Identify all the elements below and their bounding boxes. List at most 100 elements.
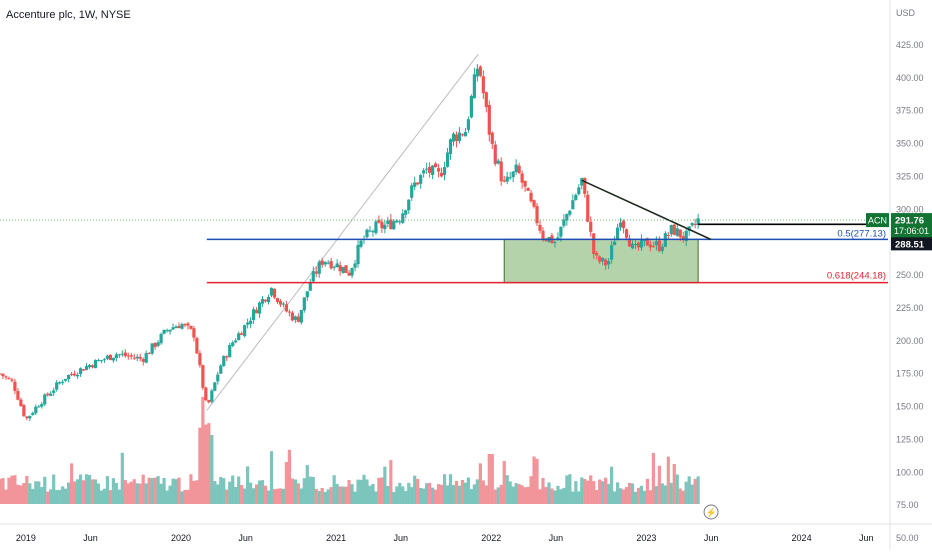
volume-bar xyxy=(314,488,318,504)
volume-bar xyxy=(454,480,459,504)
candle-body xyxy=(111,357,115,361)
volume-bar xyxy=(577,491,581,504)
volume-bar xyxy=(598,479,602,504)
y-tick-label: 300.00 xyxy=(896,204,924,214)
volume-bar xyxy=(269,451,274,504)
volume-bar xyxy=(311,476,315,504)
volume-bar xyxy=(574,481,578,504)
candle-body xyxy=(690,223,694,226)
candle-body xyxy=(254,309,259,314)
volume-bar xyxy=(368,485,372,504)
candle-body xyxy=(678,229,682,238)
candle-body xyxy=(466,119,471,130)
x-tick-label: Jun xyxy=(238,533,253,543)
level-label: 288.51 xyxy=(895,239,925,250)
volume-bar xyxy=(120,452,124,504)
candle-body xyxy=(624,229,629,238)
candle-body xyxy=(538,224,542,231)
volume-bar xyxy=(64,488,68,504)
candle-body xyxy=(102,359,107,361)
volume-bar xyxy=(192,480,196,504)
candle-body xyxy=(535,206,539,224)
candle-body xyxy=(296,316,300,322)
candle-body xyxy=(192,328,196,338)
volume-bar xyxy=(541,477,545,504)
candle-body xyxy=(627,238,632,247)
candle-body xyxy=(37,406,41,408)
candle-body xyxy=(105,355,110,359)
candle-body xyxy=(442,167,447,175)
volume-bar xyxy=(538,489,542,504)
candle-body xyxy=(642,239,647,242)
volume-bar xyxy=(70,463,74,504)
volume-bar xyxy=(496,487,500,504)
candle-body xyxy=(457,132,462,142)
candle-body xyxy=(439,172,444,177)
candle-body xyxy=(598,256,602,262)
volume-bar xyxy=(207,423,211,504)
volume-bar xyxy=(37,481,41,504)
candle-body xyxy=(571,200,575,210)
volume-bar xyxy=(117,489,121,504)
y-tick-label: 225.00 xyxy=(896,303,924,313)
candle-body xyxy=(469,96,473,118)
candle-body xyxy=(526,187,530,191)
descending-trendline xyxy=(581,179,712,241)
volume-bar xyxy=(589,475,593,504)
candle-body xyxy=(451,133,456,142)
volume-bar xyxy=(669,482,673,504)
candle-body xyxy=(46,393,50,396)
candle-body xyxy=(636,242,641,248)
candle-body xyxy=(645,238,650,246)
candle-body xyxy=(463,132,468,137)
volume-bar xyxy=(299,488,303,504)
volume-bar xyxy=(213,481,217,504)
volume-bar xyxy=(681,490,685,504)
volume-bar xyxy=(651,453,655,504)
x-tick-label: Jun xyxy=(704,533,719,543)
y-tick-label: 400.00 xyxy=(896,73,924,83)
volume-bar xyxy=(636,487,641,504)
candle-body xyxy=(320,260,324,265)
volume-bar xyxy=(129,481,133,504)
candle-body xyxy=(404,210,408,215)
countdown-label: 17:06:01 xyxy=(894,226,929,236)
volume-bar xyxy=(174,479,178,504)
candle-body xyxy=(329,261,333,269)
volume-bar xyxy=(153,477,157,504)
volume-bar xyxy=(416,478,420,504)
volume-bar xyxy=(433,489,438,504)
candle-body xyxy=(269,287,274,296)
y-tick-label: 350.00 xyxy=(896,139,924,149)
candle-body xyxy=(10,379,14,381)
candle-body xyxy=(401,213,405,223)
y-tick-label: 250.00 xyxy=(896,270,924,280)
volume-bar xyxy=(219,477,223,504)
candle-body xyxy=(240,333,244,336)
candle-body xyxy=(481,76,485,94)
candle-body xyxy=(13,381,17,391)
volume-bar xyxy=(228,481,232,504)
candle-body xyxy=(49,393,53,396)
candle-body xyxy=(129,355,133,357)
candle-body xyxy=(81,369,86,371)
candle-body xyxy=(168,329,172,332)
volume-bar xyxy=(565,475,569,504)
candle-body xyxy=(589,221,593,232)
candle-body xyxy=(386,220,390,224)
volume-bar xyxy=(326,489,330,504)
volume-bar xyxy=(16,484,20,504)
volume-bar xyxy=(436,484,441,504)
candle-body xyxy=(156,342,160,346)
volume-bar xyxy=(266,490,271,504)
candle-body xyxy=(496,160,500,164)
candle-body xyxy=(64,378,68,381)
candle-body xyxy=(478,66,482,76)
candle-body xyxy=(234,340,238,343)
volume-bar xyxy=(514,483,518,504)
volume-bar xyxy=(562,487,566,504)
candle-body xyxy=(308,282,312,291)
candle-body xyxy=(243,325,247,337)
